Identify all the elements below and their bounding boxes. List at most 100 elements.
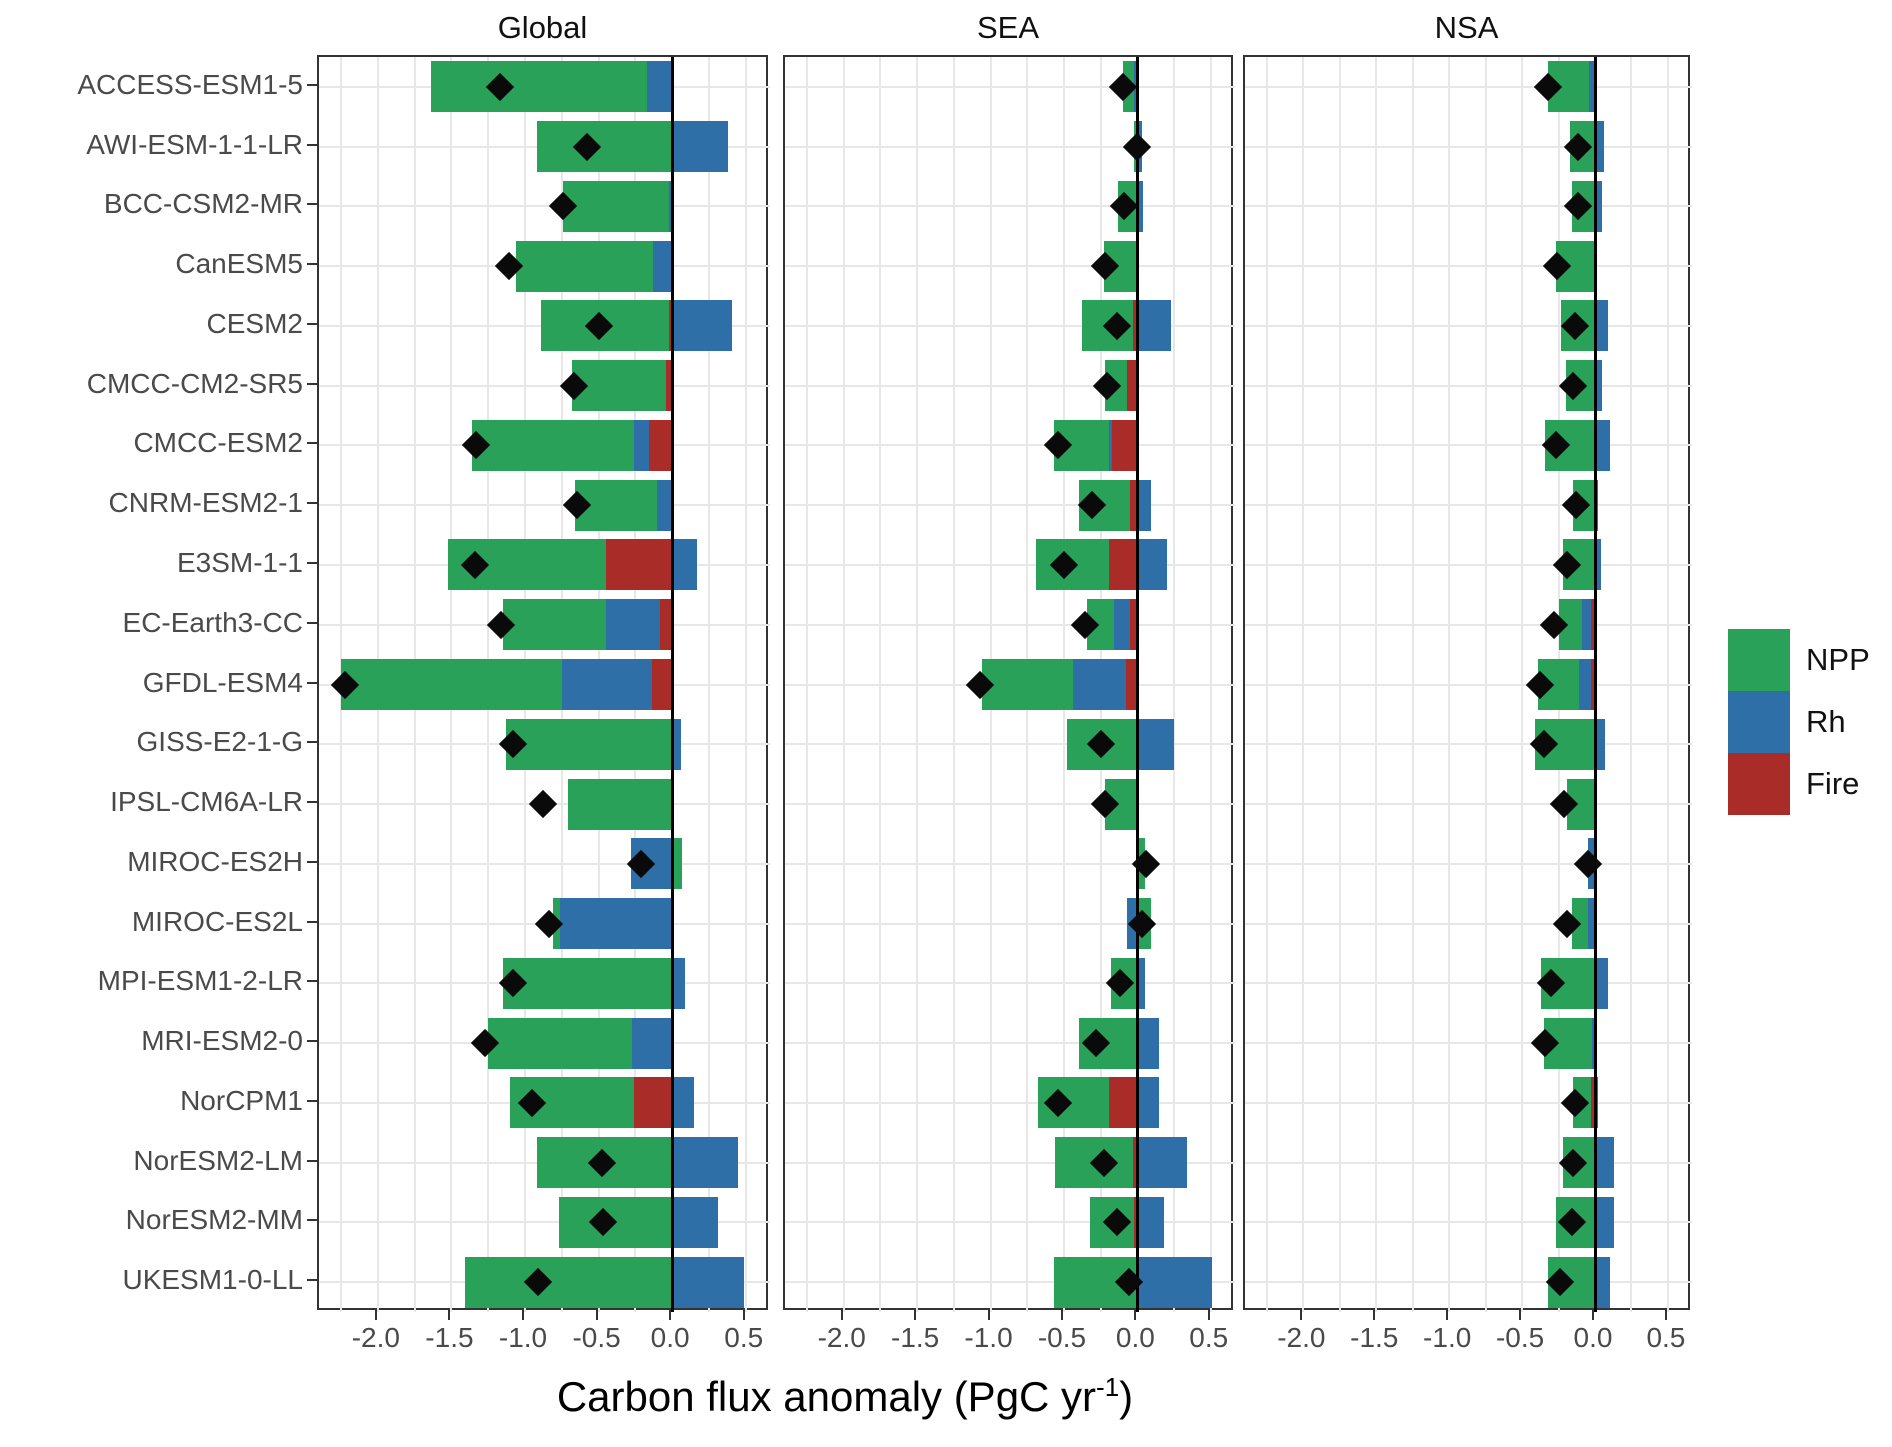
- bar-segment-rh: [1595, 300, 1609, 352]
- panel-global: [317, 55, 770, 1312]
- bar-segment-npp: [472, 419, 634, 471]
- y-tick: [307, 83, 317, 86]
- model-label: ACCESS-ESM1-5: [77, 68, 303, 100]
- model-label: MPI-ESM1-2-LR: [97, 965, 303, 997]
- legend-label-npp: NPP: [1806, 642, 1870, 677]
- gridline: [1245, 683, 1692, 686]
- bar-segment-rh: [1595, 1137, 1614, 1189]
- net-flux-diamond: [528, 789, 557, 819]
- bar-segment-fire: [648, 419, 673, 471]
- bar-segment-rh: [1595, 718, 1606, 770]
- bar-segment-fire: [1127, 360, 1138, 412]
- bar-segment-fire: [605, 539, 673, 591]
- rh-swatch: [1728, 691, 1790, 753]
- y-tick: [307, 1219, 317, 1222]
- bar-segment-rh: [1137, 718, 1175, 770]
- bar-segment-rh: [1137, 479, 1151, 531]
- y-tick: [307, 502, 317, 505]
- npp-swatch: [1728, 629, 1790, 691]
- bar-segment-rh: [605, 599, 661, 651]
- bar-segment-fire: [651, 659, 673, 710]
- net-flux-diamond: [1123, 132, 1152, 161]
- x-tick: [1519, 1310, 1522, 1320]
- bar-segment-rh: [672, 1196, 718, 1248]
- x-tick: [1373, 1310, 1376, 1320]
- x-tick: [1446, 1310, 1449, 1320]
- bar-segment-rh: [653, 240, 673, 292]
- bar-segment-npp: [567, 778, 673, 830]
- gridline: [785, 922, 1235, 925]
- model-label: NorCPM1: [180, 1084, 303, 1116]
- x-tick: [914, 1310, 917, 1320]
- panel-nsa: [1243, 55, 1692, 1312]
- model-label: MRI-ESM2-0: [141, 1025, 303, 1057]
- x-tick-label: 0.0: [650, 1322, 690, 1353]
- bar-segment-npp: [563, 180, 670, 232]
- y-tick: [307, 860, 317, 863]
- bar-segment-fire: [1109, 539, 1138, 591]
- x-tick-label: -2.0: [817, 1322, 866, 1353]
- gridline: [319, 384, 770, 387]
- x-tick: [448, 1310, 451, 1320]
- gridline: [1245, 862, 1692, 865]
- y-tick: [307, 382, 317, 385]
- x-tick: [1207, 1310, 1210, 1320]
- y-tick: [307, 920, 317, 923]
- bar-segment-npp: [505, 718, 673, 770]
- gridline: [1245, 324, 1692, 327]
- gridline: [1245, 1221, 1692, 1224]
- model-label: MIROC-ES2H: [127, 845, 303, 877]
- x-tick-label: -1.5: [1350, 1322, 1399, 1353]
- gridline: [1245, 803, 1692, 806]
- bar-segment-rh: [657, 479, 673, 531]
- gridline: [785, 205, 1235, 208]
- bar-segment-rh: [1595, 180, 1603, 232]
- bar-segment-rh: [1581, 599, 1591, 651]
- panel-title-sea: SEA: [976, 10, 1040, 45]
- y-tick: [307, 203, 317, 206]
- y-tick: [307, 621, 317, 624]
- model-label: CMCC-CM2-SR5: [86, 367, 303, 399]
- gridline: [1245, 145, 1692, 148]
- x-tick: [840, 1310, 843, 1320]
- bar-segment-npp: [464, 1256, 673, 1308]
- gridline: [1245, 922, 1692, 925]
- bar-segment-fire: [1109, 1077, 1138, 1129]
- bar-segment-rh: [1109, 419, 1113, 471]
- bar-segment-npp: [536, 121, 673, 173]
- x-tick-label: -1.5: [891, 1322, 940, 1353]
- model-label: GISS-E2-1-G: [136, 726, 303, 758]
- gridline: [785, 1281, 1235, 1284]
- bar-segment-npp: [981, 659, 1073, 710]
- bar-segment-rh: [672, 300, 733, 352]
- model-label: E3SM-1-1: [176, 546, 303, 578]
- gridline: [319, 504, 770, 507]
- legend-label-fire: Fire: [1806, 766, 1860, 801]
- model-label: BCC-CSM2-MR: [103, 188, 303, 220]
- gridline: [1245, 1281, 1692, 1284]
- bar-segment-fire: [633, 1077, 673, 1129]
- gridline: [785, 384, 1235, 387]
- x-tick-label: -2.0: [1277, 1322, 1326, 1353]
- model-label: CNRM-ESM2-1: [108, 487, 303, 519]
- bar-segment-npp: [341, 659, 562, 710]
- x-tick: [742, 1310, 745, 1320]
- gridline: [1245, 504, 1692, 507]
- model-label: EC-Earth3-CC: [122, 606, 303, 638]
- bar-segment-npp: [572, 360, 667, 412]
- gridline: [785, 803, 1235, 806]
- y-tick: [307, 1159, 317, 1162]
- y-tick: [307, 322, 317, 325]
- legend-label-rh: Rh: [1806, 704, 1846, 739]
- bar-segment-rh: [672, 1077, 695, 1129]
- bar-segment-rh: [672, 1256, 745, 1308]
- x-tick-label: -1.0: [498, 1322, 548, 1353]
- y-tick: [307, 681, 317, 684]
- gridline: [319, 1221, 770, 1224]
- zero-line: [1593, 57, 1597, 1312]
- bar-segment-rh: [672, 1137, 739, 1189]
- gridline: [785, 743, 1235, 746]
- gridline: [785, 85, 1235, 88]
- x-tick-label: -1.0: [964, 1322, 1013, 1353]
